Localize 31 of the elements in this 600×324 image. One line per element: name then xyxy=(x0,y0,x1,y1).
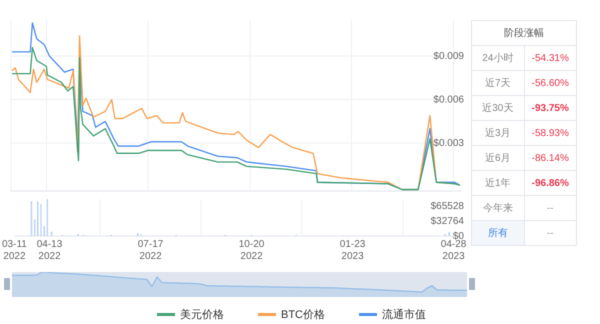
category-label: 近30天 xyxy=(472,96,524,120)
data-label: -86.14% xyxy=(524,146,576,170)
y-tick-label: $0.006 xyxy=(433,94,464,106)
category-label: 今年来 xyxy=(472,196,524,220)
text: 阶段涨幅 xyxy=(472,20,576,46)
x-tick-label: 01-23 2023 xyxy=(340,238,366,262)
category-label: 所有 xyxy=(472,220,524,246)
data-label: -- xyxy=(524,196,576,220)
data-label: -56.60% xyxy=(524,70,576,96)
legend-label: 流通市值 xyxy=(382,308,426,322)
x-tick-label: 04-13 2022 xyxy=(36,238,63,262)
legend-label: 美元价格 xyxy=(180,308,224,322)
data-label: -54.31% xyxy=(524,46,576,70)
data-label: -96.86% xyxy=(524,170,576,196)
category-label: 24小时 xyxy=(472,46,524,70)
x-tick-label: 04-28 2023 xyxy=(440,238,467,262)
data-label: -58.93% xyxy=(524,120,576,146)
data-label: -93.75% xyxy=(524,96,576,120)
legend-label: BTC价格 xyxy=(281,308,325,322)
x-tick-label: 07-17 2022 xyxy=(138,238,164,262)
y-tick-label: $0.009 xyxy=(433,50,464,62)
category-label: 近3月 xyxy=(472,120,524,146)
category-label: 近6月 xyxy=(472,146,524,170)
x-tick-label: 03-11 2022 xyxy=(2,238,28,262)
y-tick-label: $32764 xyxy=(430,216,464,227)
y-tick-label: $65528 xyxy=(430,201,464,212)
y-tick-label: $0.003 xyxy=(433,138,464,149)
category-label: 近7天 xyxy=(472,70,524,96)
data-label: -- xyxy=(524,220,576,246)
category-label: 近1年 xyxy=(472,170,524,196)
x-tick-label: 10-20 2022 xyxy=(238,238,265,262)
